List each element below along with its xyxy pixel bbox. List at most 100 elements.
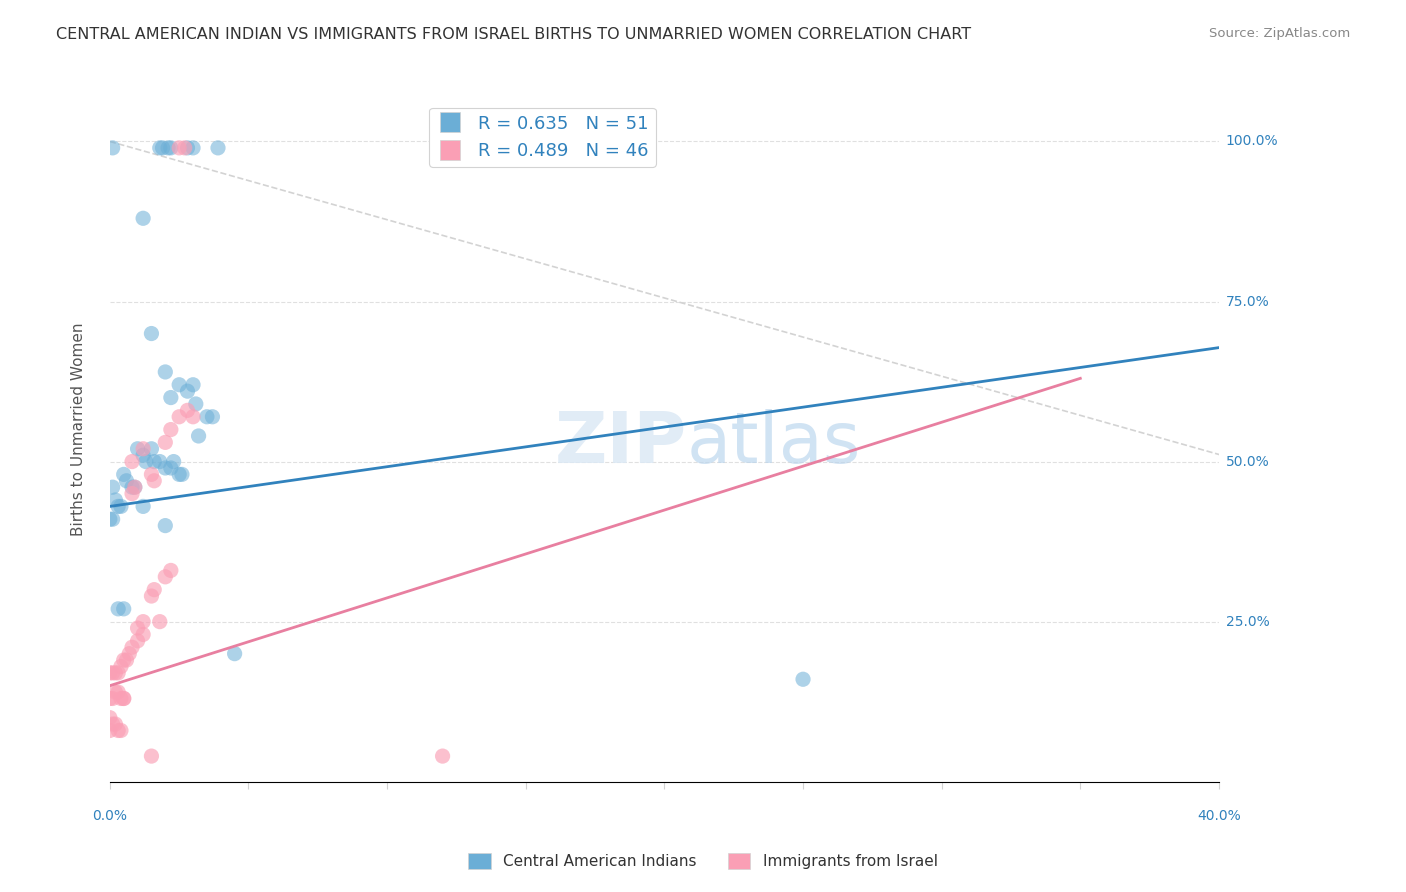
Central American Indians <box>135 454 157 468</box>
Central American Indians <box>132 211 155 226</box>
Immigrants from Israel <box>98 723 121 738</box>
Central American Indians <box>101 141 124 155</box>
Immigrants from Israel <box>104 665 127 680</box>
Central American Indians <box>160 141 183 155</box>
Text: 40.0%: 40.0% <box>1197 809 1241 823</box>
Central American Indians <box>112 467 135 482</box>
Legend: Central American Indians, Immigrants from Israel: Central American Indians, Immigrants fro… <box>463 847 943 875</box>
Central American Indians <box>181 377 204 392</box>
Text: 25.0%: 25.0% <box>1226 615 1270 629</box>
Immigrants from Israel <box>160 423 183 437</box>
Central American Indians <box>110 500 132 514</box>
Central American Indians <box>112 602 135 616</box>
Immigrants from Israel <box>121 454 143 468</box>
Immigrants from Israel <box>167 141 190 155</box>
Immigrants from Israel <box>143 474 166 488</box>
Central American Indians <box>160 391 183 405</box>
Immigrants from Israel <box>155 570 177 584</box>
Central American Indians <box>107 500 129 514</box>
Central American Indians <box>124 480 146 494</box>
Immigrants from Israel <box>107 665 129 680</box>
Central American Indians <box>176 141 198 155</box>
Immigrants from Israel <box>127 621 149 635</box>
Central American Indians <box>155 518 177 533</box>
Central American Indians <box>170 467 193 482</box>
Central American Indians <box>792 673 814 687</box>
Immigrants from Israel <box>110 691 132 706</box>
Immigrants from Israel <box>432 749 454 764</box>
Immigrants from Israel <box>167 409 190 424</box>
Immigrants from Israel <box>107 723 129 738</box>
Central American Indians <box>155 461 177 475</box>
Central American Indians <box>201 409 224 424</box>
Immigrants from Israel <box>143 582 166 597</box>
Text: ZIP: ZIP <box>554 409 686 478</box>
Immigrants from Israel <box>110 723 132 738</box>
Text: CENTRAL AMERICAN INDIAN VS IMMIGRANTS FROM ISRAEL BIRTHS TO UNMARRIED WOMEN CORR: CENTRAL AMERICAN INDIAN VS IMMIGRANTS FR… <box>56 27 972 42</box>
Immigrants from Israel <box>101 665 124 680</box>
Immigrants from Israel <box>98 711 121 725</box>
Central American Indians <box>224 647 246 661</box>
Immigrants from Israel <box>155 435 177 450</box>
Immigrants from Israel <box>98 665 121 680</box>
Central American Indians <box>160 461 183 475</box>
Central American Indians <box>184 397 207 411</box>
Text: 0.0%: 0.0% <box>93 809 128 823</box>
Immigrants from Israel <box>132 442 155 456</box>
Immigrants from Israel <box>132 627 155 641</box>
Central American Indians <box>149 141 172 155</box>
Central American Indians <box>195 409 218 424</box>
Central American Indians <box>104 493 127 508</box>
Text: atlas: atlas <box>686 409 860 478</box>
Central American Indians <box>162 454 184 468</box>
Immigrants from Israel <box>173 141 195 155</box>
Immigrants from Israel <box>181 409 204 424</box>
Y-axis label: Births to Unmarried Women: Births to Unmarried Women <box>72 323 86 536</box>
Immigrants from Israel <box>112 653 135 667</box>
Immigrants from Israel <box>121 486 143 500</box>
Central American Indians <box>127 442 149 456</box>
Text: 75.0%: 75.0% <box>1226 294 1270 309</box>
Immigrants from Israel <box>124 480 146 494</box>
Central American Indians <box>176 384 198 399</box>
Immigrants from Israel <box>104 717 127 731</box>
Immigrants from Israel <box>101 717 124 731</box>
Central American Indians <box>149 454 172 468</box>
Immigrants from Israel <box>110 659 132 673</box>
Immigrants from Israel <box>101 691 124 706</box>
Immigrants from Israel <box>141 589 163 603</box>
Immigrants from Israel <box>121 640 143 655</box>
Central American Indians <box>121 480 143 494</box>
Central American Indians <box>115 474 138 488</box>
Central American Indians <box>143 454 166 468</box>
Central American Indians <box>141 326 163 341</box>
Text: 100.0%: 100.0% <box>1226 135 1278 148</box>
Central American Indians <box>132 500 155 514</box>
Immigrants from Israel <box>104 685 127 699</box>
Central American Indians <box>152 141 174 155</box>
Text: Source: ZipAtlas.com: Source: ZipAtlas.com <box>1209 27 1350 40</box>
Text: 50.0%: 50.0% <box>1226 455 1270 468</box>
Central American Indians <box>167 377 190 392</box>
Immigrants from Israel <box>132 615 155 629</box>
Central American Indians <box>141 442 163 456</box>
Immigrants from Israel <box>127 633 149 648</box>
Central American Indians <box>157 141 180 155</box>
Legend: R = 0.635   N = 51, R = 0.489   N = 46: R = 0.635 N = 51, R = 0.489 N = 46 <box>429 108 655 167</box>
Immigrants from Israel <box>107 685 129 699</box>
Central American Indians <box>101 512 124 526</box>
Central American Indians <box>181 141 204 155</box>
Immigrants from Israel <box>176 403 198 417</box>
Immigrants from Israel <box>118 647 141 661</box>
Immigrants from Israel <box>112 691 135 706</box>
Central American Indians <box>207 141 229 155</box>
Immigrants from Israel <box>149 615 172 629</box>
Immigrants from Israel <box>160 563 183 577</box>
Central American Indians <box>107 602 129 616</box>
Immigrants from Israel <box>141 749 163 764</box>
Central American Indians <box>167 467 190 482</box>
Immigrants from Israel <box>141 467 163 482</box>
Central American Indians <box>98 512 121 526</box>
Central American Indians <box>132 448 155 462</box>
Immigrants from Israel <box>115 653 138 667</box>
